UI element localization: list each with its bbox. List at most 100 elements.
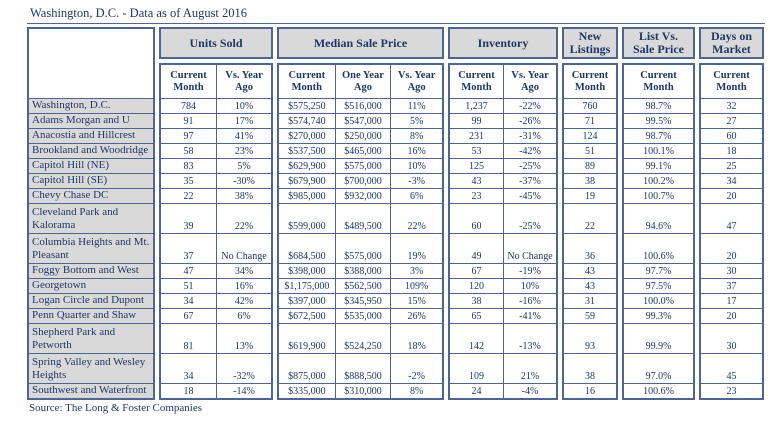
data-cell: -13% [503,323,556,353]
data-cell: 100.6% [624,233,693,263]
data-cell: 23 [450,188,503,203]
subheader-cell: Current Month [713,70,750,93]
data-cell: $888,500 [334,353,391,383]
data-cell: 18 [161,383,216,398]
data-cell: $537,500 [279,143,335,158]
row-label: Washington, D.C. [29,98,153,113]
data-cell: 10% [216,98,271,113]
row-label: Capitol Hill (SE) [29,173,153,188]
column-group-units-sold: Units Sold Current Month Vs. Year Ago 78… [159,27,273,400]
data-cell: -45% [503,188,556,203]
data-cell: 49 [450,233,503,263]
data-cell: 47 [161,263,216,278]
data-cell: 43 [564,278,616,293]
data-cell: -42% [503,143,556,158]
data-cell: $270,000 [279,128,335,143]
data-cell: $679,900 [279,173,335,188]
data-cell: $398,000 [279,263,335,278]
data-cell: $575,000 [334,158,391,173]
data-cell: 42% [216,293,271,308]
data-cell: 10% [503,278,556,293]
row-label: Adams Morgan and U [29,113,153,128]
subheader-cell: Vs. Year Ago [216,65,271,98]
data-cell: 100.1% [624,143,693,158]
corner-cell [29,29,153,98]
data-cell: $574,740 [279,113,335,128]
subheader-cell: Current Month [170,70,207,93]
data-cell: 38 [450,293,503,308]
data-cell: 17% [216,113,271,128]
row-label: Georgetown [29,278,153,293]
data-cell: $932,000 [334,188,391,203]
subheader-cell: Vs. Year Ago [390,65,442,98]
data-cell: 41% [216,128,271,143]
data-cell: $465,000 [334,143,391,158]
data-cell: 39 [161,203,216,233]
data-cell: 22 [564,203,616,233]
data-cell: 97.5% [624,278,693,293]
data-cell: 31 [564,293,616,308]
data-cell: 19% [390,233,442,263]
data-cell: -31% [503,128,556,143]
data-cell: 81 [161,323,216,353]
subheader-cell: Current Month [458,70,495,93]
data-cell: $335,000 [279,383,335,398]
data-cell: 34 [161,293,216,308]
data-cell: 38% [216,188,271,203]
row-label: Brookland and Woodridge [29,143,153,158]
data-cell: 10% [390,158,442,173]
group-header: Median Sale Price [277,27,444,59]
data-cell: 1,237 [450,98,503,113]
row-label: Capitol Hill (NE) [29,158,153,173]
row-label: Chevy Chase DC [29,188,153,203]
data-cell: 6% [390,188,442,203]
group-header: Inventory [448,27,558,59]
data-cell: 24 [450,383,503,398]
data-cell: 100.2% [624,173,693,188]
data-cell: 100.7% [624,188,693,203]
data-cell: $684,500 [279,233,335,263]
row-label: Southwest and Waterfront [29,383,153,398]
data-cell: 18 [701,143,762,158]
data-cell: $1,175,000 [279,278,335,293]
subheader-cell: Vs. Year Ago [503,65,556,98]
data-cell: -25% [503,203,556,233]
data-cell: $345,950 [334,293,391,308]
data-cell: 15% [390,293,442,308]
data-cell: 98.7% [624,128,693,143]
row-label: Cleveland Park and Kalorama [29,203,153,233]
data-cell: -37% [503,173,556,188]
data-cell: $985,000 [279,188,335,203]
data-cell: 99.1% [624,158,693,173]
row-label: Foggy Bottom and West [29,263,153,278]
column-group-inventory: Inventory Current Month Vs. Year Ago 1,2… [448,27,558,400]
neighborhood-column: Washington, D.C. Adams Morgan and U Anac… [27,27,155,400]
data-cell: 99.5% [624,113,693,128]
data-cell: 109 [450,353,503,383]
data-cell: 34 [161,353,216,383]
row-label: Logan Circle and Dupont [29,293,153,308]
data-cell: -16% [503,293,556,308]
data-cell: 30 [701,263,762,278]
group-header: List Vs. Sale Price [622,27,695,59]
data-cell: 51 [161,278,216,293]
data-cell: 97.0% [624,353,693,383]
data-cell: 43 [450,173,503,188]
data-cell: $547,000 [334,113,391,128]
data-cell: 25 [701,158,762,173]
data-cell: -26% [503,113,556,128]
data-cell: 23% [216,143,271,158]
data-cell: $629,900 [279,158,335,173]
data-cell: 5% [216,158,271,173]
data-cell: $397,000 [279,293,335,308]
data-cell: 22% [390,203,442,233]
group-header: Units Sold [159,27,273,59]
data-cell: 17 [701,293,762,308]
data-cell: -3% [390,173,442,188]
column-group-list-vs-sale-price: List Vs. Sale Price Current Month 98.7% … [622,27,695,400]
data-cell: 36 [564,233,616,263]
data-cell: 8% [390,128,442,143]
data-cell: 109% [390,278,442,293]
data-cell: 20 [701,233,762,263]
